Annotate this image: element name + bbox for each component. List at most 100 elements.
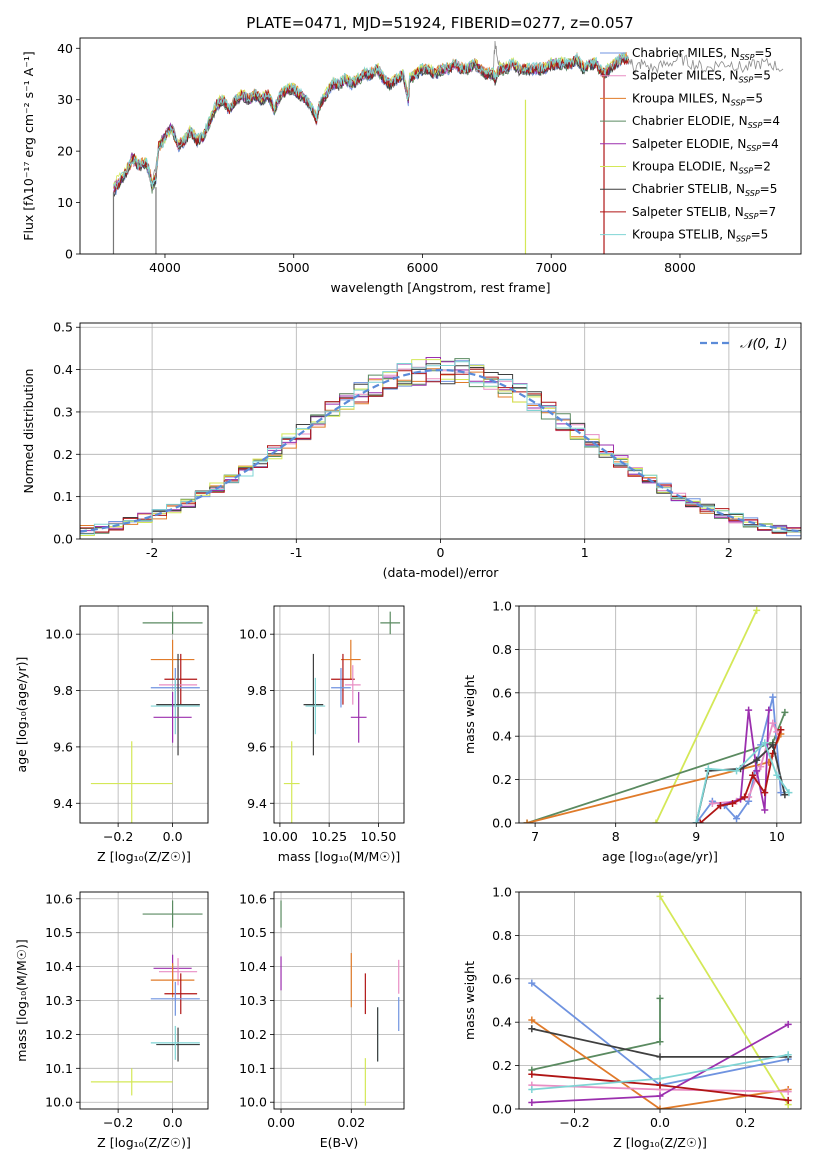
data-point [781, 708, 789, 716]
errorbar-chabrier-stelib [156, 1027, 200, 1062]
series-kroupa-stelib [528, 1051, 792, 1093]
y-tick-label: 1.0 [492, 599, 512, 614]
data-point [528, 1098, 536, 1106]
x-tick-label: 5000 [278, 260, 310, 275]
plot-area [528, 892, 792, 1109]
errorbar-chabrier-stelib [156, 653, 200, 756]
y-tick-label: 0.5 [53, 320, 73, 335]
data-point [769, 693, 777, 701]
data-point [733, 767, 741, 775]
grid [80, 606, 208, 823]
errorbar-chabrier-elodie [380, 611, 401, 635]
errorbar-kroupa-elodie [90, 1068, 173, 1096]
y-tick-label: 9.8 [247, 683, 267, 698]
spectrum-legend: Chabrier MILES, NSSP=5 Salpeter MILES, NS… [600, 46, 780, 244]
x-tick-label: 8 [612, 829, 620, 844]
y-tick-label: 0.2 [53, 447, 73, 462]
weight-vs-age-panel: 7 8 9 10 0.0 0.2 0.4 0.6 0.8 1.0 age [log₁₀(age/yr… [462, 599, 802, 864]
x-tick-label: 2 [725, 545, 733, 560]
y-tick-label: 20 [57, 144, 73, 159]
grid [274, 892, 404, 1109]
x-axis-label: wavelength [Angstrom, rest frame] [330, 280, 550, 295]
y-tick-label: 0.0 [53, 532, 73, 547]
errorbar-salpeter-miles [344, 665, 361, 705]
x-tick-label: 6000 [407, 260, 439, 275]
plot-area [280, 900, 400, 1106]
x-tick-label: 0.2 [736, 1115, 756, 1130]
data-point [652, 819, 660, 823]
data-point [784, 1088, 792, 1096]
y-tick-label: 0.4 [492, 729, 512, 744]
y-tick-label: 10.4 [239, 959, 267, 974]
legend-label: Kroupa MILES, NSSP=5 [632, 91, 763, 107]
x-tick-label: 0.00 [267, 1115, 295, 1130]
data-point [757, 763, 765, 771]
data-point [716, 802, 724, 810]
axes-frame [273, 891, 405, 1110]
data-point [523, 819, 531, 823]
errorbar-kroupa-stelib [150, 1025, 200, 1060]
figure-title: PLATE=0471, MJD=51924, FIBERID=0277, z=0… [246, 14, 633, 32]
errorbar-kroupa-miles [150, 639, 195, 680]
errorbar-chabrier-miles [150, 981, 200, 1016]
y-tick-label: 0.8 [492, 642, 512, 657]
y-tick-label: 40 [57, 41, 73, 56]
data-point [741, 793, 749, 801]
x-tick-label: 0 [437, 545, 445, 560]
data-point [692, 819, 700, 823]
x-tick-label: 9 [692, 829, 700, 844]
legend-label: Chabrier MILES, NSSP=5 [632, 46, 772, 62]
legend-label: Chabrier STELIB, NSSP=5 [632, 182, 777, 198]
x-tick-label: -2 [146, 545, 158, 560]
data-point [656, 1092, 664, 1100]
data-point [769, 719, 777, 727]
y-tick-label: 0.1 [53, 489, 73, 504]
y-tick-label: 0 [65, 247, 73, 262]
data-point [733, 815, 741, 823]
data-point [761, 739, 769, 747]
data-point [528, 1025, 536, 1033]
series-salpeter-elodie [528, 1020, 792, 1106]
histogram-kroupa-stelib [80, 361, 801, 539]
series-salpeter-stelib [528, 1070, 792, 1104]
data-point [753, 767, 761, 775]
x-axis-label: mass [log₁₀(M/M☉)] [278, 849, 400, 864]
residuals-panel: -2 -1 0 1 2 0.0 0.1 0.2 0.3 0.4 0.5 (data-model)/er… [21, 320, 802, 580]
data-point [528, 1070, 536, 1078]
errorbar-salpeter-stelib [164, 973, 198, 1015]
x-tick-label: 7 [531, 829, 539, 844]
y-axis-label: mass weight [462, 675, 477, 754]
data-point [773, 728, 781, 736]
y-tick-label: 0.2 [492, 1058, 512, 1073]
legend-label: Kroupa ELODIE, NSSP=2 [632, 160, 771, 176]
axes-frame [518, 891, 802, 1110]
legend-label: 𝒩(0, 1) [740, 337, 787, 352]
y-tick-label: 0.6 [492, 971, 512, 986]
y-tick-label: 10.1 [45, 1061, 73, 1076]
data-point [656, 1053, 664, 1061]
series-line [659, 895, 789, 1106]
data-point [704, 765, 712, 773]
data-point [784, 1020, 792, 1028]
x-tick-label: −0.2 [103, 1115, 133, 1130]
plot-area [90, 900, 203, 1096]
data-point [656, 1075, 664, 1083]
errorbar-salpeter-elodie [153, 691, 192, 743]
y-tick-label: 9.8 [53, 683, 73, 698]
x-axis-label: Z [log₁₀(Z/Z☉)] [613, 1135, 707, 1150]
y-axis-label: Flux [fλ10⁻¹⁷ erg cm⁻² s⁻¹ A⁻¹] [21, 51, 36, 240]
legend-label: Salpeter STELIB, NSSP=7 [632, 205, 776, 221]
x-axis-label: Z [log₁₀(Z/Z☉)] [97, 1135, 191, 1150]
data-point [656, 1105, 664, 1109]
x-tick-label: −0.2 [559, 1115, 589, 1130]
y-tick-label: 9.4 [247, 796, 267, 811]
x-tick-label: 10.50 [360, 829, 396, 844]
legend-label: Chabrier ELODIE, NSSP=4 [632, 114, 780, 130]
y-tick-label: 10.6 [45, 891, 73, 906]
data-point [528, 1016, 536, 1024]
x-tick-label: 0.0 [163, 829, 183, 844]
errorbar-salpeter-stelib [331, 653, 355, 705]
y-tick-label: 0.0 [492, 816, 512, 831]
y-axis-label: mass [log₁₀(M/M☉)] [14, 939, 29, 1061]
